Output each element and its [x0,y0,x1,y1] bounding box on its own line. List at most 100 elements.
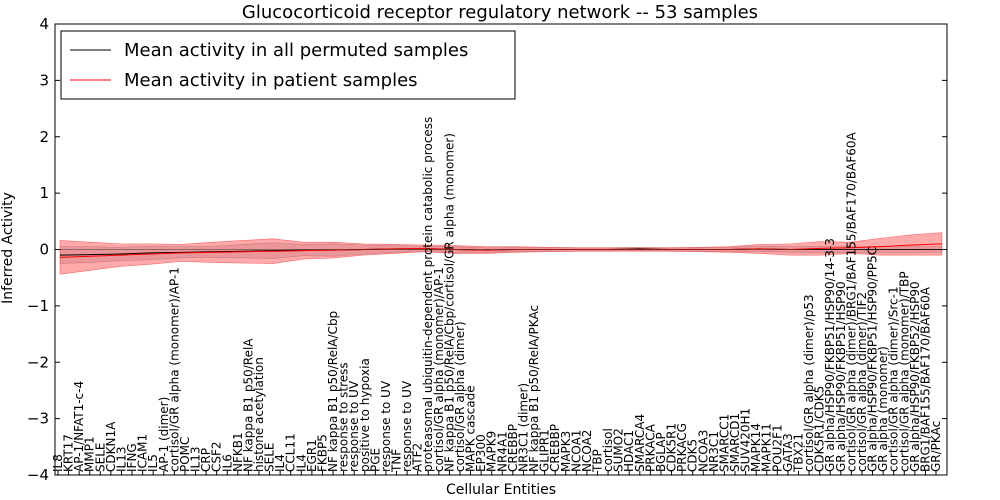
chart-title: Glucocorticoid receptor regulatory netwo… [242,2,758,23]
x-tick-label: MAPK3 [559,431,573,472]
x-tick-label: NF kappa B1 p50/RelA/Cbp/cortisol/GR alp… [442,133,456,472]
x-tick-label: NF kappa B1 p50/RelA/Cbp [326,311,340,472]
x-tick-label: cortisol/GR alpha (dimer)/BRG1/BAF155/BA… [844,131,858,472]
x-tick-label: EGR1 [305,439,319,472]
x-tick-label: MAPK11 [760,423,774,472]
x-tick-label: cortisol/GR alpha (dimer)/Src-1 [887,286,901,472]
x-tick-label: AP-1/NFAT1-c-4 [72,381,86,472]
x-tick-label: NF kappa B1 p50/RelA [241,338,255,472]
x-tick-label: NF kappa B1 p50/RelA/PKAc [527,305,541,472]
x-tick-label: MAPK cascade [464,385,478,472]
x-tick-label: CCL11 [284,433,298,472]
x-tick-label: IL13 [114,447,128,473]
x-tick-label: response to UV [347,380,361,472]
x-tick-label: cortisol/GR alpha (monomer)/AP-1 [167,267,181,472]
x-tick-label: TNF [390,449,404,473]
series-band-1 [59,232,943,275]
y-tick-label: 3 [39,71,49,89]
x-tick-label: NCOA1 [569,430,583,472]
x-tick-label: CDK5R1/CDK5 [813,386,827,472]
legend: Mean activity in all permuted samples Me… [60,30,516,100]
x-tick-label: NCOA2 [580,430,594,472]
y-tick-label: −1 [27,297,49,315]
x-tick-label: cortisol [601,428,615,472]
x-tick-label: cortisol/GR alpha (dimer) [453,321,467,472]
x-axis-label: Cellular Entities [446,482,556,498]
x-tick-label: IL6 [220,454,234,472]
x-tick-label: BRG1/BAF155/BAF170/BAF60A [918,286,932,472]
x-tick-label: IFNG [125,443,139,472]
x-tick-label: cortisol/GR alpha (dimer)/p53 [802,294,816,472]
x-tick-label: NR3C1 [707,431,721,472]
x-tick-label: ATF2 [411,443,425,472]
x-tick-label: PRKACG [675,423,689,472]
x-tick-label: positive to hypoxia [358,358,372,472]
x-tick-label: BGLAP [654,432,668,472]
x-tick-label: GR alpha (monomer) [876,346,890,472]
x-tick-label: SELE [93,443,107,472]
x-tick-label: MAPK14 [749,423,763,472]
plot-frame [54,23,948,476]
x-tick-label: GR/PKAc [929,421,943,472]
y-tick-label: 2 [39,128,49,146]
x-tick-label: IL4 [273,454,287,472]
x-tick-label: PRKACA [643,423,657,472]
x-tick-label: CDKN1A [104,421,118,472]
x-tick-label: MMP1 [83,436,97,472]
x-tick-label: response to UV [400,380,414,472]
x-tick-label: histone acetylation [252,357,266,472]
x-tick-label: GATA3 [781,433,795,472]
x-tick-label: ICAM1 [136,434,150,472]
x-tick-label: HDAC1 [622,430,636,472]
x-tick-label: proteasomal ubiquitin-dependent protein … [421,117,435,472]
y-tick-label: −2 [27,353,49,371]
x-tick-label: response to UV [379,380,393,472]
x-tick-label: KRT17 [62,434,76,472]
x-tick-label: AP-1 (dimer) [157,397,171,472]
x-tick-label: SMARCA4 [633,414,647,472]
x-tick-label: CDK5 [686,439,700,472]
x-tick-label: SMARCD1 [728,413,742,472]
x-tick-label: FKBP5 [315,434,329,472]
y-tick-label: 0 [39,241,49,259]
x-tick-label: response to stress [337,362,351,472]
x-tick-label: IL5 [146,454,160,472]
x-tick-label: SMARCC1 [717,414,731,472]
legend-label-permuted: Mean activity in all permuted samples [124,40,468,61]
x-tick-label: PGE [368,448,382,472]
y-tick-label: 1 [39,184,49,202]
x-tick-label: SUMO2 [612,428,626,472]
x-tick-label: GR alpha/HSP90/FKBP51/HSP90 [834,281,848,472]
x-tick-label: cortisol/GR alpha (monomer)/AP-1 [432,267,446,472]
y-tick-label: −3 [27,410,49,428]
x-tick-label: MAPK9 [485,431,499,472]
legend-box [60,30,516,100]
x-tick-label: CDK5R1 [665,423,679,472]
x-tick-label: TBP [590,449,604,473]
x-tick-label: NR4A1 [495,431,509,472]
legend-label-patient: Mean activity in patient samples [124,70,418,91]
x-tick-label: cortisol/GR alpha (dimer)/TIF2 [855,292,869,472]
y-tick-label: −4 [27,466,49,484]
y-tick-label: 4 [39,15,49,33]
x-tick-label: POU2F1 [770,424,784,472]
x-tick-label: CRP [199,448,213,472]
x-tick-label: SUV420H1 [739,408,753,472]
x-tick-label: CSF2 [210,441,224,472]
y-axis-label: Inferred Activity [0,192,16,304]
x-tick-label: NCOA3 [696,430,710,472]
x-tick-label: IL4 [294,454,308,472]
x-tick-label: GR alpha/HSP90/FKBP51/HSP90/PP5C [866,247,880,472]
x-tick-label: NFKB1 [231,432,245,472]
x-tick-label: GR alpha/HSP90/FKBP51/HSP90/14-3-3 [823,238,837,472]
plot-area: −4−3−2−101234IL8KRT17AP-1/NFAT1-c-4MMP1S… [27,15,947,484]
x-tick-label: cortisol/GR alpha (monomer)/TBP [897,271,911,472]
x-tick-label: NR3C1 (dimer) [516,383,530,472]
x-tick-label: EP300 [474,434,488,472]
x-tick-label: CREBBP [548,424,562,472]
x-tick-label: GR alpha/HSP90/FKBP52/HSP90 [908,281,922,472]
x-tick-label: POMC [178,437,192,472]
x-tick-label: TBX21 [791,433,805,473]
x-tick-label: SELE [263,443,277,472]
